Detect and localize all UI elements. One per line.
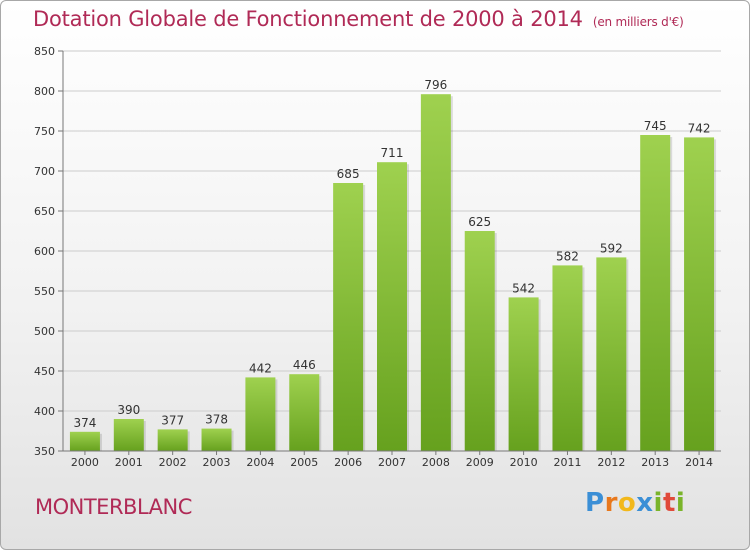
x-tick-label: 2011 bbox=[553, 456, 581, 469]
bar bbox=[640, 135, 671, 451]
data-label: 625 bbox=[468, 215, 491, 229]
logo-letter: t bbox=[662, 488, 676, 518]
bar bbox=[377, 162, 407, 451]
bar bbox=[552, 265, 583, 451]
y-tick-label: 600 bbox=[34, 245, 55, 258]
y-tick-label: 450 bbox=[34, 365, 55, 378]
logo-letter: i bbox=[653, 488, 663, 518]
y-tick-label: 650 bbox=[34, 205, 55, 218]
data-label: 685 bbox=[337, 167, 360, 181]
unit-label: (en milliers d'€) bbox=[592, 15, 684, 29]
x-tick-label: 2003 bbox=[203, 456, 231, 469]
logo-letter: r bbox=[604, 488, 618, 518]
bar bbox=[289, 374, 320, 451]
x-tick-label: 2012 bbox=[597, 456, 625, 469]
bar bbox=[333, 183, 364, 451]
x-tick-label: 2004 bbox=[246, 456, 274, 469]
logo-letter: i bbox=[675, 488, 686, 518]
bar bbox=[684, 137, 715, 451]
data-label: 374 bbox=[73, 416, 96, 430]
y-tick-label: 750 bbox=[34, 125, 55, 138]
y-tick-label: 400 bbox=[34, 405, 55, 418]
x-tick-label: 2005 bbox=[290, 456, 318, 469]
data-label: 582 bbox=[556, 249, 579, 263]
data-label: 742 bbox=[688, 121, 711, 135]
x-tick-label: 2001 bbox=[115, 456, 143, 469]
bar bbox=[201, 428, 232, 451]
logo-letter: P bbox=[585, 488, 605, 518]
data-label: 442 bbox=[249, 361, 272, 375]
y-tick-label: 550 bbox=[34, 285, 55, 298]
data-label: 446 bbox=[293, 358, 316, 372]
data-label: 390 bbox=[117, 403, 140, 417]
x-tick-label: 2013 bbox=[641, 456, 669, 469]
x-tick-label: 2010 bbox=[510, 456, 538, 469]
chart-title: Dotation Globale de Fonctionnement de 20… bbox=[33, 7, 684, 31]
y-tick-label: 500 bbox=[34, 325, 55, 338]
logo-letter: x bbox=[636, 488, 654, 518]
y-tick-label: 850 bbox=[34, 45, 55, 58]
bar bbox=[157, 429, 188, 451]
data-label: 542 bbox=[512, 281, 535, 295]
x-tick-label: 2007 bbox=[378, 456, 406, 469]
title-text: Dotation Globale de Fonctionnement de 20… bbox=[33, 7, 583, 31]
bar bbox=[420, 94, 451, 451]
bar bbox=[113, 419, 144, 451]
x-tick-label: 2014 bbox=[685, 456, 713, 469]
data-label: 378 bbox=[205, 413, 228, 427]
data-label: 796 bbox=[424, 78, 447, 92]
logo-letter: o bbox=[617, 488, 637, 518]
proxiti-logo: Proxiti bbox=[585, 488, 685, 518]
data-label: 711 bbox=[381, 146, 404, 160]
y-tick-label: 350 bbox=[34, 445, 55, 458]
x-tick-label: 2009 bbox=[466, 456, 494, 469]
data-label: 592 bbox=[600, 241, 623, 255]
x-tick-label: 2008 bbox=[422, 456, 450, 469]
x-tick-label: 2002 bbox=[159, 456, 187, 469]
bar bbox=[69, 431, 100, 451]
bar bbox=[596, 257, 627, 451]
town-name: MONTERBLANC bbox=[35, 495, 192, 519]
bar bbox=[464, 231, 495, 451]
x-tick-label: 2000 bbox=[71, 456, 99, 469]
data-label: 745 bbox=[644, 119, 667, 133]
x-tick-label: 2006 bbox=[334, 456, 362, 469]
bar bbox=[508, 297, 539, 451]
y-tick-label: 700 bbox=[34, 165, 55, 178]
data-label: 377 bbox=[161, 413, 184, 427]
bar bbox=[245, 377, 276, 451]
y-tick-label: 800 bbox=[34, 85, 55, 98]
